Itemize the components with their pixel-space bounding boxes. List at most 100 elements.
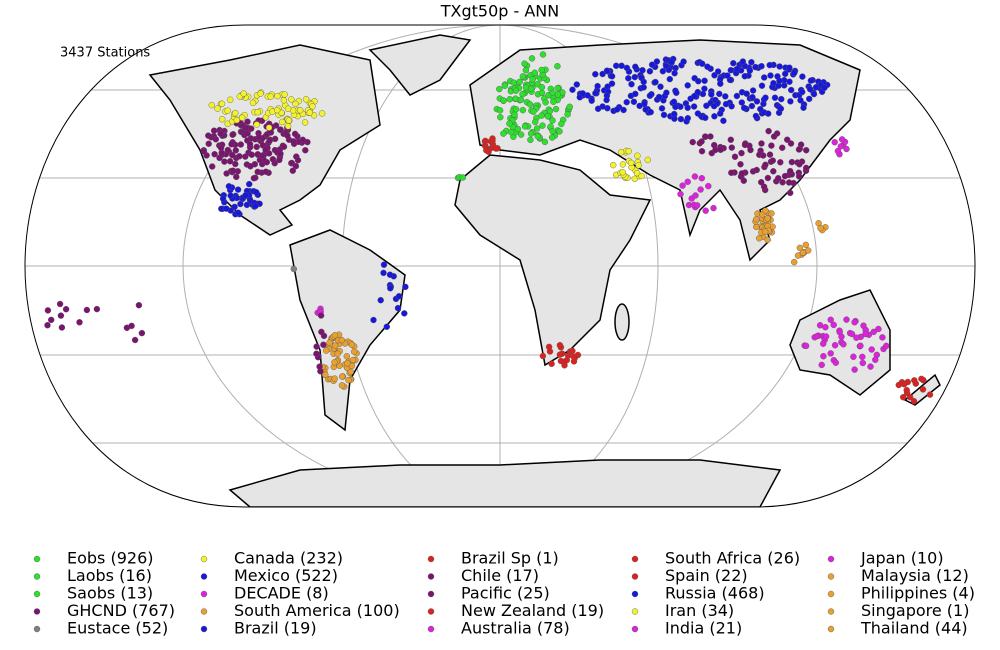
- map-title: TXgt50p - ANN: [440, 2, 560, 21]
- station-marker: [777, 159, 784, 166]
- station-marker: [791, 69, 798, 77]
- station-marker: [859, 353, 866, 361]
- station-marker: [901, 381, 908, 388]
- station-marker: [539, 352, 547, 360]
- station-marker: [233, 116, 241, 124]
- station-marker: [788, 86, 795, 94]
- station-marker: [795, 146, 803, 153]
- station-marker: [787, 98, 794, 105]
- station-marker: [814, 332, 821, 340]
- station-marker: [228, 141, 235, 148]
- station-marker: [806, 85, 814, 93]
- station-marker: [741, 72, 748, 80]
- station-marker: [573, 81, 580, 88]
- station-marker: [318, 328, 325, 336]
- station-marker: [671, 110, 678, 118]
- station-marker: [218, 100, 226, 108]
- station-marker: [883, 342, 890, 350]
- station-marker: [799, 249, 807, 257]
- station-marker: [211, 150, 218, 158]
- station-marker: [816, 322, 824, 329]
- station-marker: [708, 91, 715, 98]
- station-marker: [244, 118, 251, 125]
- station-marker: [639, 66, 646, 74]
- station-marker: [569, 347, 576, 355]
- station-marker: [758, 82, 766, 89]
- station-marker: [229, 167, 237, 174]
- station-marker: [217, 130, 224, 137]
- station-marker: [701, 85, 708, 92]
- station-marker: [698, 147, 706, 155]
- station-marker: [592, 70, 599, 78]
- station-marker: [548, 134, 556, 141]
- legend-marker: [427, 573, 435, 580]
- station-marker: [717, 146, 724, 154]
- legend-label: South America (100): [234, 601, 400, 620]
- station-marker: [347, 368, 354, 376]
- station-marker: [658, 105, 666, 112]
- station-marker: [857, 342, 864, 349]
- station-marker: [233, 173, 240, 181]
- station-marker: [534, 133, 541, 140]
- legend-label: Australia (78): [461, 619, 570, 638]
- station-marker: [506, 95, 513, 103]
- station-marker: [276, 156, 283, 164]
- station-marker: [556, 342, 564, 349]
- legend-marker: [427, 625, 435, 633]
- station-marker: [212, 136, 220, 143]
- station-marker: [694, 88, 701, 96]
- station-marker: [519, 73, 527, 80]
- station-marker: [538, 112, 545, 119]
- station-marker: [274, 92, 281, 100]
- station-marker: [627, 159, 635, 167]
- station-marker: [764, 174, 772, 182]
- station-marker: [512, 87, 520, 94]
- station-marker: [343, 353, 350, 360]
- station-marker: [496, 85, 503, 93]
- station-marker: [262, 146, 269, 154]
- station-marker: [322, 371, 329, 378]
- station-marker: [705, 182, 712, 190]
- station-marker: [331, 375, 338, 382]
- station-marker: [394, 304, 402, 312]
- station-marker: [666, 75, 673, 83]
- station-marker: [538, 66, 545, 74]
- station-marker: [684, 114, 691, 122]
- station-marker: [349, 356, 357, 364]
- station-marker: [620, 106, 627, 114]
- legend-marker: [631, 573, 639, 580]
- station-marker: [245, 180, 253, 188]
- station-marker: [821, 84, 828, 91]
- station-marker: [848, 330, 856, 338]
- station-marker: [500, 130, 507, 137]
- station-marker: [787, 167, 794, 175]
- station-marker: [234, 209, 242, 216]
- station-marker: [594, 82, 601, 90]
- station-marker: [253, 143, 260, 151]
- station-marker: [752, 63, 759, 71]
- station-marker: [679, 182, 686, 189]
- station-marker: [770, 133, 778, 140]
- station-marker: [652, 78, 659, 86]
- station-marker: [253, 121, 260, 128]
- station-marker: [822, 324, 829, 331]
- legend-label: New Zealand (19): [461, 601, 604, 620]
- station-marker: [512, 95, 519, 102]
- station-marker: [926, 391, 934, 398]
- station-marker: [570, 358, 578, 365]
- station-marker: [517, 131, 525, 138]
- station-marker: [284, 123, 292, 130]
- station-marker: [218, 149, 225, 157]
- station-marker: [794, 252, 802, 259]
- station-marker: [766, 61, 773, 69]
- station-marker: [281, 91, 288, 98]
- station-marker: [277, 126, 284, 133]
- station-marker: [911, 377, 918, 384]
- legend-label: Eobs (926): [67, 549, 154, 568]
- legend-label: Philippines (4): [861, 584, 975, 603]
- station-marker: [232, 160, 239, 168]
- station-marker: [660, 111, 668, 119]
- station-marker: [528, 55, 536, 62]
- station-marker: [786, 64, 793, 71]
- station-marker: [631, 73, 638, 81]
